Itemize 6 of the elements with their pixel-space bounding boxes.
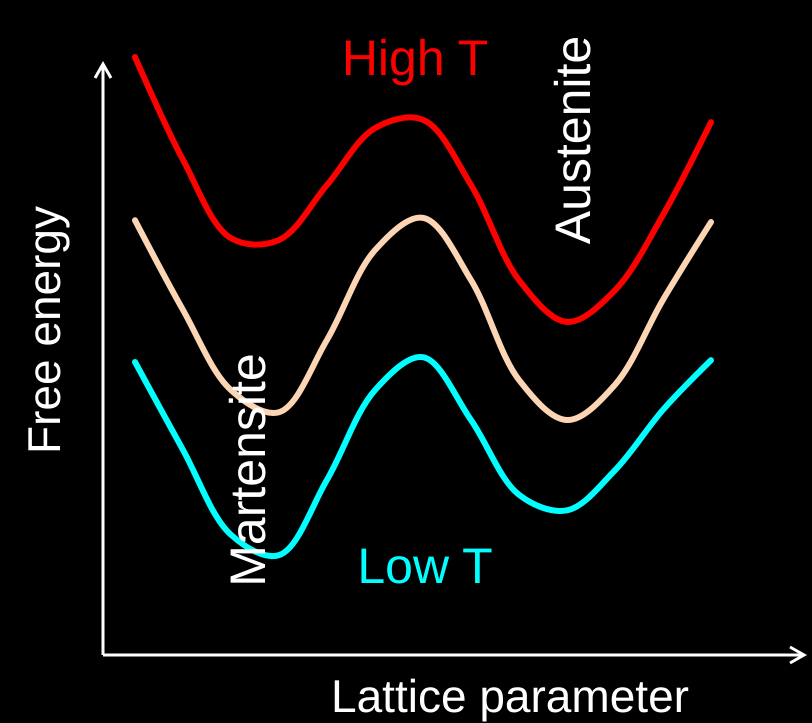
annotation: Austenite (545, 36, 601, 244)
series-label: High T (342, 30, 488, 86)
x-axis-title: Lattice parameter (331, 670, 689, 722)
y-axis-title: Free energy (18, 206, 70, 454)
annotation: Martensite (220, 353, 276, 587)
series-label: Low T (357, 538, 493, 594)
